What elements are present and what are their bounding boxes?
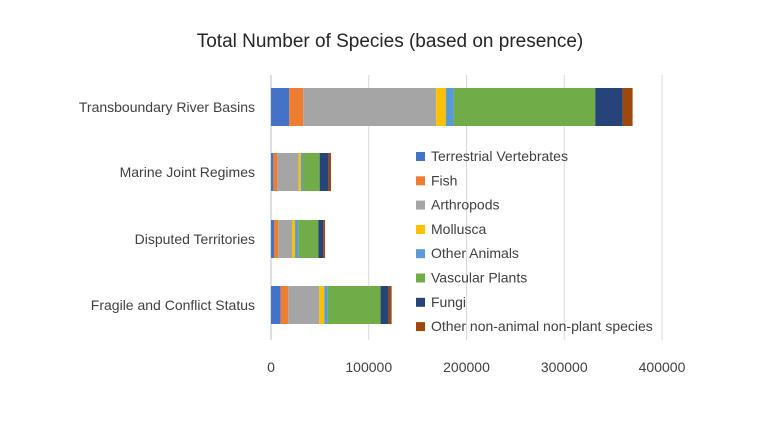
bar-segment-4: [295, 220, 299, 258]
bar-segment-3: [319, 286, 325, 324]
x-tick-label: 0: [267, 359, 275, 375]
bar-segment-7: [388, 286, 392, 324]
bar-segment-3: [436, 88, 446, 126]
legend-label: Fish: [431, 172, 457, 188]
category-label: Fragile and Conflict Status: [91, 297, 255, 313]
legend-label: Other non-animal non-plant species: [431, 318, 653, 334]
legend-swatch: [416, 297, 425, 307]
legend-swatch: [416, 224, 425, 234]
x-tick-label: 200000: [443, 359, 490, 375]
legend-swatch: [416, 200, 425, 210]
bar-segment-0: [271, 153, 274, 191]
x-tick-label: 100000: [345, 359, 392, 375]
bar-segment-6: [595, 88, 623, 126]
legend-label: Vascular Plants: [431, 270, 527, 286]
bar-segment-1: [280, 286, 289, 324]
legend-swatch: [416, 322, 425, 332]
bar-segment-1: [273, 153, 278, 191]
bar-segment-5: [302, 153, 320, 191]
legend-swatch: [416, 249, 425, 259]
legend-swatch: [416, 176, 425, 186]
bar-segment-5: [298, 220, 319, 258]
bar-segment-1: [289, 88, 304, 126]
bar-segment-2: [288, 286, 320, 324]
bar-segment-5: [453, 88, 596, 126]
bar-segment-5: [327, 286, 381, 324]
x-tick-label: 300000: [541, 359, 588, 375]
bar-segment-6: [380, 286, 389, 324]
chart-title: Total Number of Species (based on presen…: [196, 31, 584, 52]
bar-segment-2: [278, 220, 293, 258]
bar-segment-4: [301, 153, 303, 191]
legend-label: Fungi: [431, 294, 466, 310]
legend-swatch: [416, 273, 425, 283]
bar-segment-4: [445, 88, 454, 126]
legend-label: Terrestrial Vertebrates: [431, 148, 568, 164]
bar-segment-1: [274, 220, 279, 258]
bar-segment-7: [328, 153, 332, 191]
category-label: Transboundary River Basins: [79, 99, 255, 115]
bar-segment-4: [324, 286, 328, 324]
bar-segment-0: [271, 88, 290, 126]
bar-segment-7: [323, 220, 326, 258]
legend-swatch: [416, 152, 425, 161]
bar-segment-6: [319, 153, 329, 191]
bar-segment-3: [298, 153, 302, 191]
legend-label: Arthropods: [431, 197, 499, 213]
bar-segment-7: [622, 88, 633, 126]
category-label: Disputed Territories: [135, 231, 255, 247]
bar-segment-3: [292, 220, 296, 258]
legend-label: Other Animals: [431, 245, 519, 261]
bar-segment-2: [303, 88, 437, 126]
legend-label: Mollusca: [431, 221, 486, 237]
bar-segment-2: [277, 153, 299, 191]
category-label: Marine Joint Regimes: [120, 164, 255, 180]
bar-segment-6: [318, 220, 324, 258]
bar-segment-0: [271, 220, 275, 258]
bar-segment-0: [271, 286, 281, 324]
x-tick-label: 400000: [639, 359, 686, 375]
